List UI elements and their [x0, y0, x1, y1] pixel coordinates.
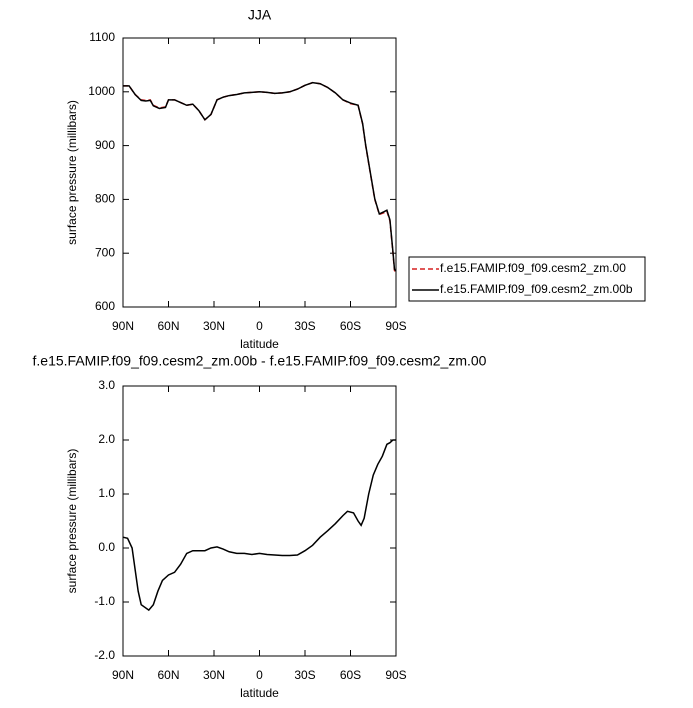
x-axis-label: latitude: [240, 686, 279, 700]
y-tick-label: 800: [95, 192, 115, 206]
x-tick-label: 90N: [112, 668, 134, 682]
x-tick-label: 60N: [157, 319, 179, 333]
x-tick-label: 60S: [340, 668, 361, 682]
y-tick-label: 1100: [89, 30, 115, 44]
y-tick-label: 2.0: [98, 432, 115, 446]
x-tick-label: 30N: [203, 319, 225, 333]
y-tick-label: 3.0: [98, 378, 115, 392]
x-tick-label: 90N: [112, 319, 134, 333]
legend-box: [408, 256, 646, 302]
x-tick-label: 60N: [157, 668, 179, 682]
y-tick-label: 700: [95, 245, 115, 259]
data-line: [123, 81, 397, 272]
x-tick-label: 0: [256, 668, 263, 682]
y-axis-label: surface pressure (millibars): [65, 449, 79, 594]
x-tick-label: 90S: [385, 319, 406, 333]
x-tick-label: 60S: [340, 319, 361, 333]
y-tick-label: 900: [95, 138, 115, 152]
x-tick-label: 90S: [385, 668, 406, 682]
plot-frame: [122, 37, 397, 308]
legend-label: f.e15.FAMIP.f09_f09.cesm2_zm.00: [440, 261, 626, 275]
y-axis-label: surface pressure (millibars): [65, 100, 79, 245]
y-tick-label: 0.0: [98, 540, 115, 554]
plot-frame: [122, 385, 397, 657]
chart-title: JJA: [248, 7, 272, 23]
y-tick-label: -2.0: [94, 648, 115, 662]
x-tick-label: 30N: [203, 668, 225, 682]
data-line: [123, 81, 397, 273]
y-tick-label: 1000: [88, 84, 115, 98]
x-tick-label: 0: [256, 319, 263, 333]
x-tick-label: 30S: [294, 319, 315, 333]
y-tick-label: -1.0: [94, 594, 115, 608]
chart-title: f.e15.FAMIP.f09_f09.cesm2_zm.00b - f.e15…: [33, 353, 487, 369]
y-tick-label: 1.0: [98, 486, 115, 500]
data-line: [122, 439, 396, 612]
legend-label: f.e15.FAMIP.f09_f09.cesm2_zm.00b: [440, 282, 633, 296]
x-axis-label: latitude: [240, 337, 279, 351]
y-tick-label: 600: [95, 299, 115, 313]
x-tick-label: 30S: [294, 668, 315, 682]
